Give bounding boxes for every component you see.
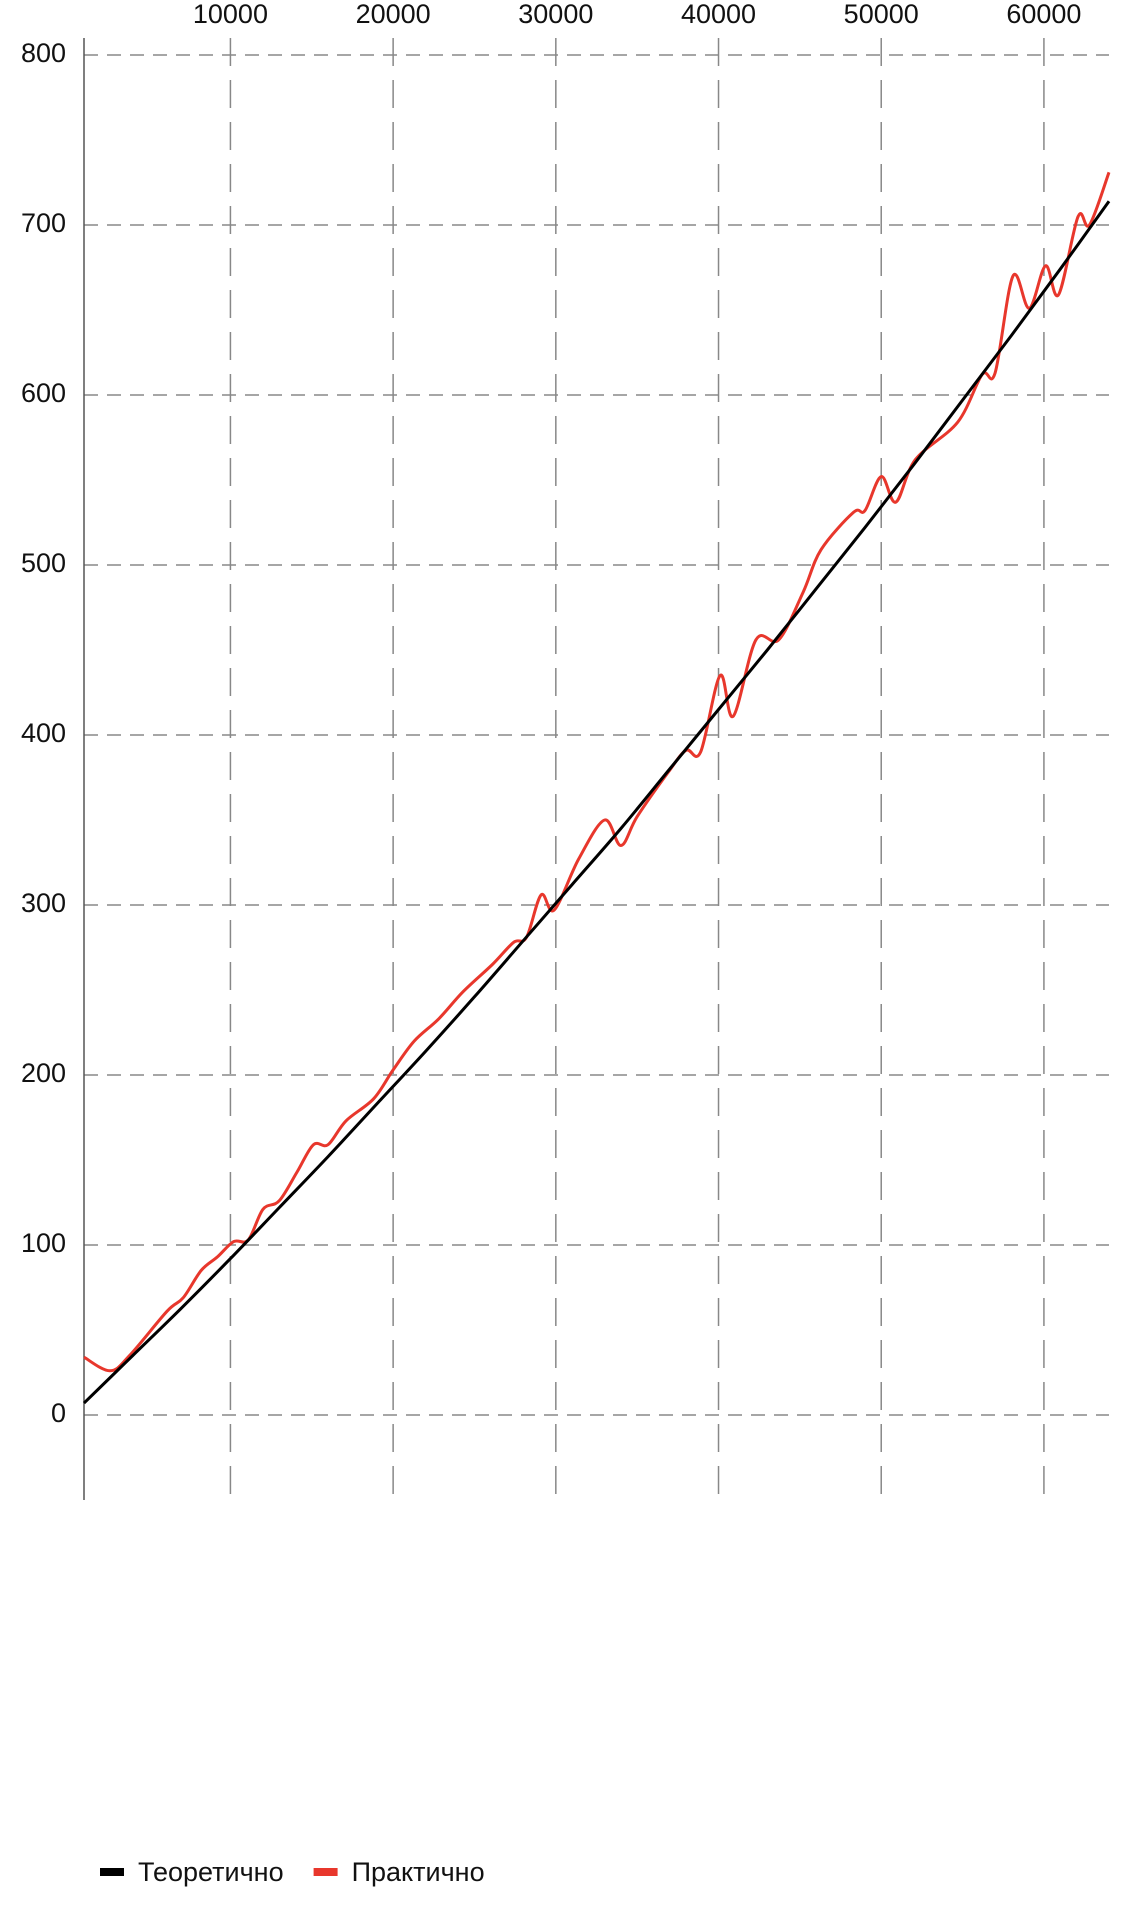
x-tick-label: 10000	[193, 0, 268, 29]
legend-label: Теоретично	[138, 1857, 284, 1887]
x-tick-label: 40000	[681, 0, 756, 29]
y-tick-label: 700	[21, 208, 66, 238]
y-tick-label: 200	[21, 1058, 66, 1088]
y-tick-label: 0	[51, 1398, 66, 1428]
y-tick-label: 600	[21, 378, 66, 408]
y-tick-label: 500	[21, 548, 66, 578]
series-line	[83, 171, 1111, 1373]
x-tick-label: 50000	[844, 0, 919, 29]
x-tick-label: 30000	[518, 0, 593, 29]
y-tick-label: 400	[21, 718, 66, 748]
y-tick-label: 100	[21, 1228, 66, 1258]
legend-label: Практично	[352, 1857, 485, 1887]
series-line	[82, 200, 1111, 1405]
x-tick-label: 60000	[1006, 0, 1081, 29]
y-tick-label: 300	[21, 888, 66, 918]
x-tick-label: 20000	[356, 0, 431, 29]
y-tick-label: 800	[21, 38, 66, 68]
